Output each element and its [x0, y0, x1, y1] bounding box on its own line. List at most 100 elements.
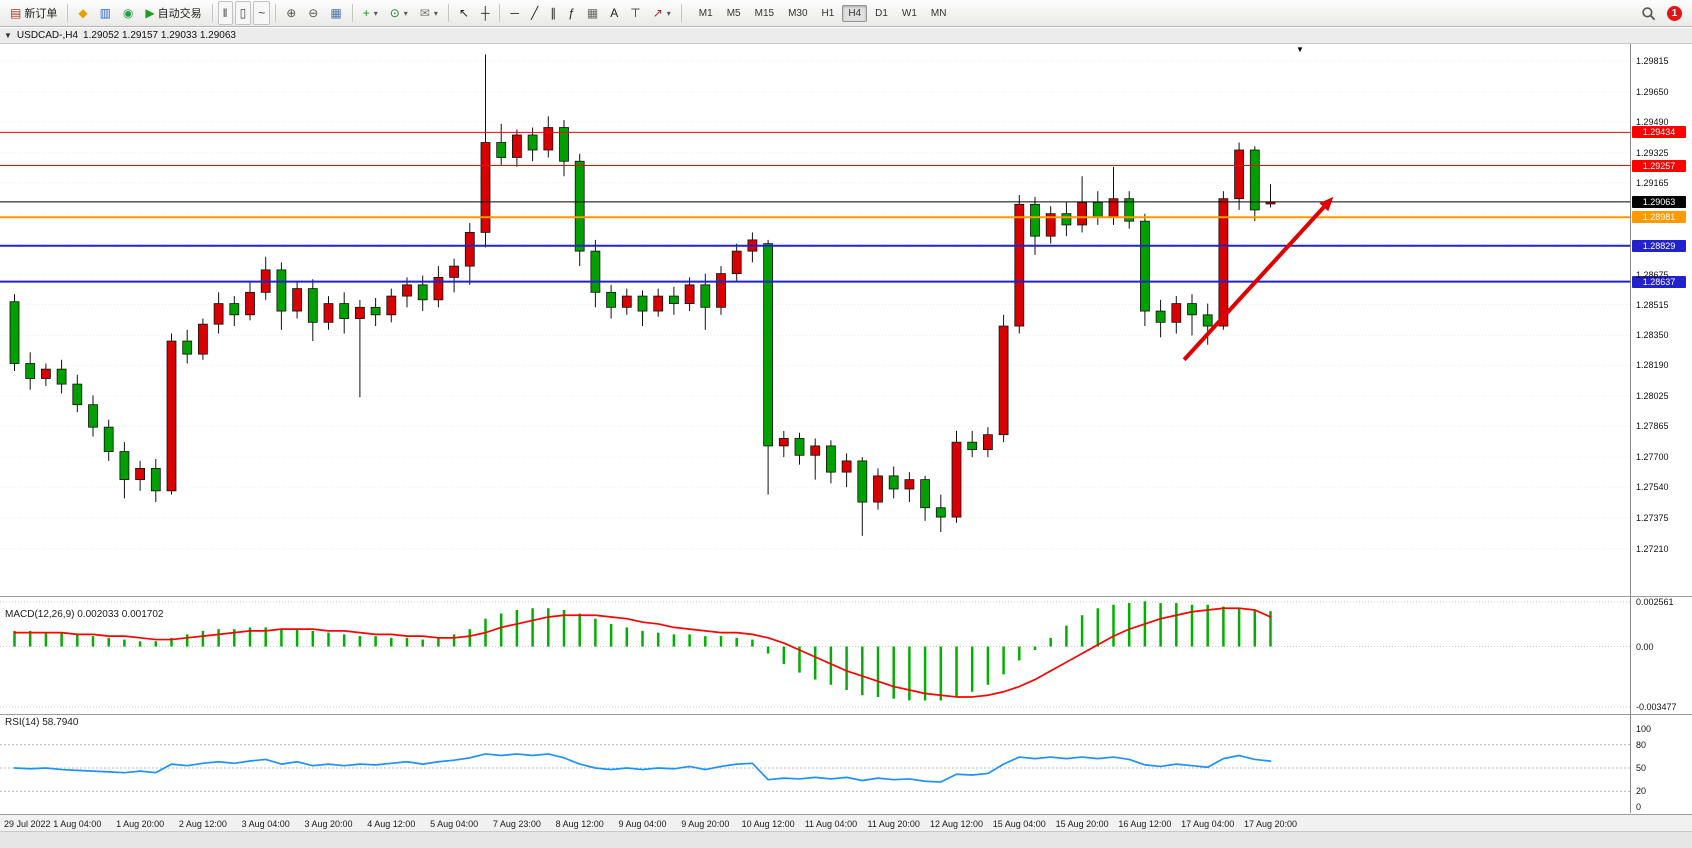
indicators-icon: +: [362, 6, 370, 20]
time-axis-label: 9 Aug 20:00: [681, 819, 730, 829]
fibonacci-button[interactable]: ƒ: [563, 1, 580, 25]
zoom-in-icon: ⊕: [286, 6, 297, 20]
timeframe-mn-button[interactable]: MN: [930, 7, 947, 19]
rsi-indicator-label: RSI(14) 58.7940: [5, 717, 78, 728]
candlestick-chart-icon: ▯: [239, 6, 247, 20]
candlestick-chart-button[interactable]: ▯: [234, 1, 252, 25]
timeframe-m5-button[interactable]: M5: [726, 7, 741, 19]
text-label-button[interactable]: ⊤: [625, 1, 645, 25]
crosshair-button[interactable]: ┼: [476, 1, 495, 25]
price-axis-label: 1.29325: [1636, 147, 1669, 158]
rsi-axis-label: 80: [1636, 739, 1647, 750]
channel-button[interactable]: ∥: [545, 1, 561, 25]
toolbar-buttons-group: ▤ 新订单 ◆ ▥ ◉ ▶ 自动交易 ‖ ▯ ~ ⊕ ⊖ ▦ + ▾ ⊙ ▾ ✉ ▾ ↖ ┼ ─ ╱ ∥ ƒ ▦ A ⊤ ↗ ▾: [4, 0, 686, 26]
templates-button[interactable]: ✉ ▾: [415, 1, 443, 25]
time-axis-label: 16 Aug 12:00: [1118, 819, 1172, 829]
timeframe-m1-button[interactable]: M1: [698, 7, 713, 19]
rsi-axis-label: 50: [1636, 763, 1647, 773]
tile-windows-icon: ▦: [330, 6, 342, 20]
crosshair-icon: ┼: [480, 6, 490, 20]
arrows-button[interactable]: ↗ ▾: [648, 1, 676, 25]
channel-icon: ∥: [550, 6, 557, 20]
price-axis-label: 1.27210: [1636, 543, 1669, 554]
new-order-button[interactable]: ▤ 新订单: [5, 1, 62, 25]
timeframe-w1-button[interactable]: W1: [901, 7, 917, 19]
trendline-button[interactable]: ╱: [526, 1, 543, 25]
rsi-axis-label: 20: [1636, 786, 1647, 797]
new-chart-icon: ◆: [78, 6, 88, 20]
periods-button[interactable]: ⊙ ▾: [385, 1, 413, 25]
text-label-icon: ⊤: [630, 6, 641, 20]
new-order-icon: ▤: [10, 6, 22, 20]
macd-axis-label: -0.003477: [1636, 702, 1677, 712]
cursor-button[interactable]: ↖: [454, 1, 474, 25]
toolbar-separator: [351, 4, 353, 22]
horizontal-line-button[interactable]: ─: [505, 1, 524, 25]
price-axis-label: 1.29815: [1636, 56, 1669, 67]
timeframe-h1-button[interactable]: H1: [821, 7, 835, 19]
profiles-icon: ▥: [99, 6, 111, 20]
price-axis-label: 1.28190: [1636, 360, 1669, 371]
new-order-button-label: 新订单: [24, 8, 58, 20]
profiles-button[interactable]: ▥: [95, 1, 116, 25]
panel-splitter-main-macd[interactable]: [0, 596, 1692, 597]
price-axis-label: 1.28025: [1636, 391, 1669, 402]
new-chart-button[interactable]: ◆: [73, 1, 92, 25]
tile-windows-button[interactable]: ▦: [325, 1, 346, 25]
text-button[interactable]: A: [605, 1, 623, 25]
time-axis-label: 2 Aug 12:00: [178, 819, 227, 829]
chart-shift-marker-icon[interactable]: ▼: [1296, 45, 1304, 54]
indicators-button-dropdown-arrow[interactable]: ▾: [373, 8, 378, 18]
time-axis-label: 12 Aug 12:00: [929, 819, 984, 829]
toolbar-separator: [67, 4, 69, 22]
templates-icon: ✉: [419, 6, 430, 20]
periods-button-dropdown-arrow[interactable]: ▾: [403, 8, 408, 18]
chart-collapse-icon[interactable]: ▼: [4, 31, 12, 40]
price-axis-label: 1.28675: [1636, 269, 1669, 280]
indicators-button[interactable]: + ▾: [358, 1, 383, 25]
chart-plot-background[interactable]: [0, 44, 1692, 813]
macd-title: MACD(12,26,9): [5, 609, 75, 620]
line-chart-button[interactable]: ~: [253, 1, 271, 25]
shapes-button[interactable]: ▦: [582, 1, 603, 25]
time-axis-label: 1 Aug 04:00: [53, 819, 102, 829]
toolbar-separator: [680, 4, 682, 22]
price-axis-label: 1.27375: [1636, 513, 1669, 524]
text-icon: A: [610, 6, 619, 20]
arrows-button-dropdown-arrow[interactable]: ▾: [666, 8, 671, 18]
refresh-button[interactable]: ◉: [118, 1, 138, 25]
price-axis-label: 1.29490: [1636, 116, 1669, 127]
trendline-icon: ╱: [530, 6, 539, 20]
chart-symbol-period: USDCAD-,H4: [16, 30, 79, 41]
price-line-badge-1.28637: 1.28637: [1632, 275, 1686, 288]
timeframe-d1-button[interactable]: D1: [875, 7, 888, 19]
search-icon[interactable]: [1641, 6, 1657, 22]
price-axis-label: 1.28350: [1636, 330, 1669, 341]
autotrade-button[interactable]: ▶ 自动交易: [140, 1, 206, 25]
panel-splitter-macd-rsi[interactable]: [0, 714, 1692, 715]
timeframe-h4-button[interactable]: H4: [842, 4, 868, 22]
window-bottom-strip: [0, 831, 1692, 848]
time-axis-label: 17 Aug 20:00: [1243, 819, 1298, 829]
zoom-out-button[interactable]: ⊖: [303, 1, 323, 25]
autotrade-button-label: 自动交易: [157, 8, 202, 20]
line-chart-icon: ~: [258, 6, 266, 20]
timeframe-m15-button[interactable]: M15: [754, 7, 775, 19]
zoom-in-button[interactable]: ⊕: [281, 1, 301, 25]
macd-axis-label: 0.00: [1636, 641, 1654, 652]
price-axis-label: 1.27865: [1636, 421, 1669, 432]
shapes-icon: ▦: [586, 6, 599, 20]
templates-button-dropdown-arrow[interactable]: ▾: [433, 8, 438, 18]
timeframe-m30-button[interactable]: M30: [788, 7, 808, 19]
notification-badge[interactable]: 1: [1667, 6, 1682, 21]
rsi-value: 58.7940: [42, 717, 79, 728]
toolbar-separator: [447, 4, 449, 22]
time-axis-label: 10 Aug 12:00: [741, 819, 795, 829]
time-axis-label: 1 Aug 20:00: [116, 819, 165, 829]
time-axis[interactable]: [0, 814, 1692, 831]
price-axis-label: 1.29165: [1636, 177, 1669, 188]
macd-indicator-label: MACD(12,26,9) 0.002033 0.001702: [5, 609, 163, 620]
bar-chart-button[interactable]: ‖: [217, 1, 233, 25]
time-axis-label: 17 Aug 04:00: [1181, 819, 1235, 829]
time-axis-label: 7 Aug 23:00: [492, 819, 541, 829]
